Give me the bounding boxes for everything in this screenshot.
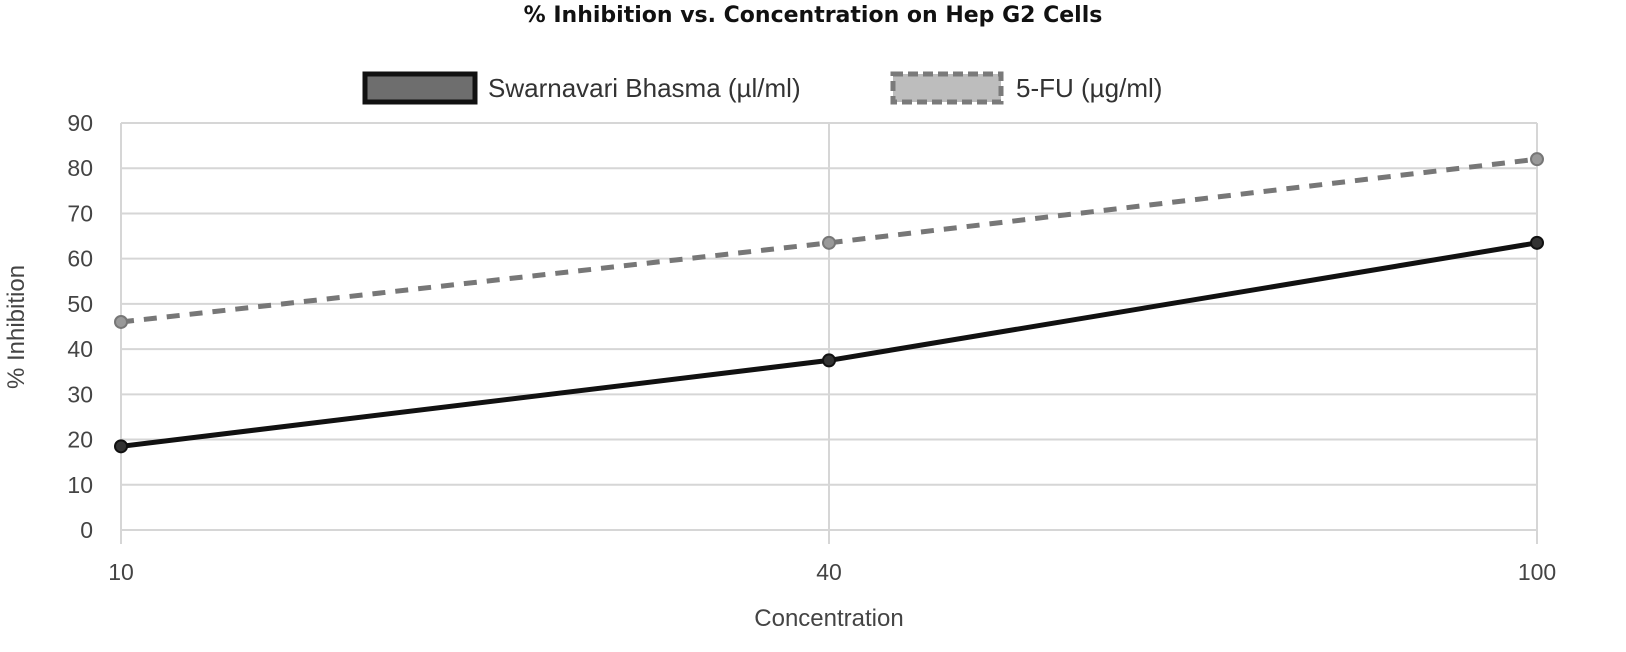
x-tick-label: 10 bbox=[108, 559, 134, 585]
data-point-swarnavari-bhasma bbox=[1530, 235, 1544, 250]
y-tick-label: 30 bbox=[67, 381, 93, 407]
y-tick-label: 10 bbox=[67, 472, 93, 498]
y-tick-label: 50 bbox=[67, 291, 93, 317]
legend-label-5fu: 5-FU (µg/ml) bbox=[1016, 73, 1162, 103]
x-tick-label: 100 bbox=[1518, 559, 1556, 585]
legend-swatch-5fu bbox=[890, 71, 1004, 105]
y-tick-label: 60 bbox=[67, 246, 93, 272]
y-tick-label: 20 bbox=[67, 427, 93, 453]
data-point-5-fu bbox=[1530, 152, 1544, 167]
x-tick-labels: 10 40 100 bbox=[108, 559, 1556, 585]
data-point-5-fu bbox=[822, 235, 836, 250]
y-axis-label: % Inhibition bbox=[3, 265, 30, 389]
legend-swatch-swarnavari bbox=[362, 71, 478, 105]
series-line-5-fu bbox=[120, 156, 1538, 325]
y-tick-label: 70 bbox=[67, 200, 93, 226]
gridlines bbox=[120, 122, 1538, 544]
x-tick-label: 40 bbox=[816, 559, 842, 585]
y-tick-label: 90 bbox=[67, 110, 93, 136]
y-tick-label: 80 bbox=[67, 155, 93, 181]
legend-label-swarnavari: Swarnavari Bhasma (µl/ml) bbox=[488, 73, 801, 103]
data-point-5-fu bbox=[114, 314, 128, 329]
y-tick-label: 0 bbox=[80, 517, 93, 543]
y-tick-label: 40 bbox=[67, 336, 93, 362]
y-tick-labels: 0 10 20 30 40 50 60 70 80 90 bbox=[67, 110, 93, 543]
legend: Swarnavari Bhasma (µl/ml) 5-FU (µg/ml) bbox=[362, 71, 1162, 105]
chart-title: % Inhibition vs. Concentration on Hep G2… bbox=[524, 3, 1103, 28]
x-axis-label: Concentration bbox=[754, 605, 903, 632]
data-point-swarnavari-bhasma bbox=[114, 439, 128, 454]
data-point-swarnavari-bhasma bbox=[822, 353, 836, 368]
data-markers bbox=[114, 152, 1544, 454]
